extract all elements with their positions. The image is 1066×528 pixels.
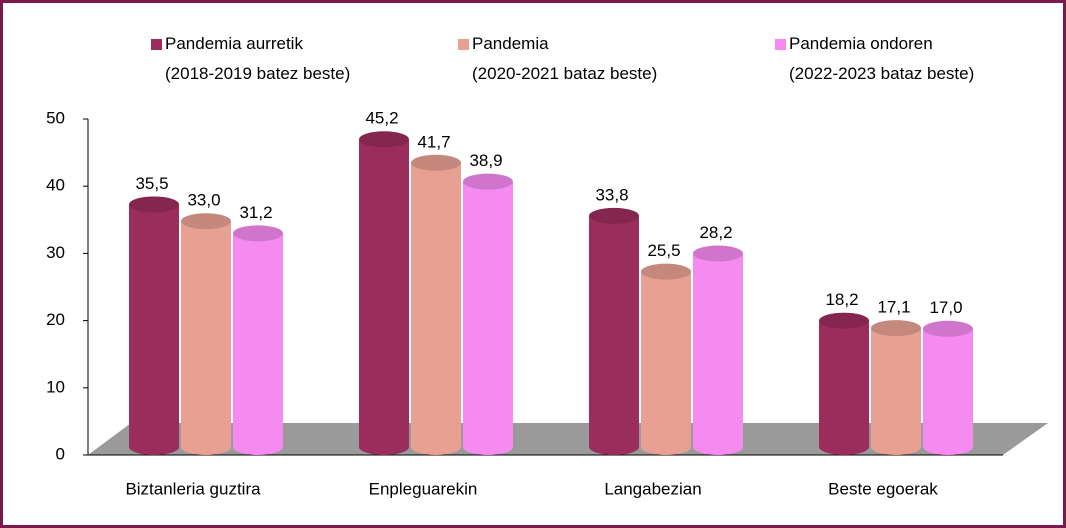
bar — [819, 320, 869, 447]
bar-top — [463, 173, 513, 190]
bar-top — [693, 245, 743, 262]
bar-top — [819, 312, 869, 329]
bar — [411, 162, 461, 447]
bar — [923, 328, 973, 447]
legend-swatch — [775, 39, 786, 50]
value-label: 45,2 — [365, 109, 398, 128]
legend-entry: Pandemia ondoren (2022-2023 bataz beste) — [775, 29, 974, 89]
x-tick-label: Enpleguarekin — [369, 479, 478, 498]
x-tick-label: Biztanleria guztira — [125, 479, 261, 498]
bar-base — [233, 439, 283, 455]
bar-top — [923, 320, 973, 337]
bar-top — [359, 131, 409, 148]
bar-base — [641, 439, 691, 455]
plot: 0 10 20 30 40 50 Biztanleria guztira 35,5 33,0 31… — [46, 108, 1048, 498]
bar — [233, 233, 283, 447]
floor — [88, 423, 1048, 455]
bar-base — [129, 439, 179, 455]
y-tick-label: 40 — [46, 176, 65, 195]
bar-base — [589, 439, 639, 455]
bar-top — [871, 320, 921, 337]
bar-top — [641, 263, 691, 280]
bar — [693, 253, 743, 447]
value-label: 38,9 — [469, 151, 502, 170]
value-label: 31,2 — [239, 203, 272, 222]
legend-swatch — [151, 39, 162, 50]
bar — [359, 139, 409, 448]
value-label: 33,0 — [187, 191, 220, 210]
value-label: 17,1 — [877, 298, 910, 317]
value-label: 35,5 — [135, 174, 168, 193]
bar-top — [411, 154, 461, 171]
bar-top — [233, 225, 283, 242]
bar — [129, 204, 179, 447]
bar — [181, 221, 231, 447]
legend-swatch — [458, 39, 469, 50]
bar-base — [411, 439, 461, 455]
legend-label: Pandemia aurretik (2018-2019 batez beste… — [165, 34, 351, 83]
legend-label: Pandemia ondoren (2022-2023 bataz beste) — [789, 34, 975, 83]
bar-base — [819, 439, 869, 455]
bar-base — [871, 439, 921, 455]
value-label: 18,2 — [825, 290, 858, 309]
bar-base — [923, 439, 973, 455]
legend-label: Pandemia (2020-2021 bataz beste) — [472, 34, 658, 83]
x-tick-label: Langabezian — [604, 479, 701, 498]
bar-base — [181, 439, 231, 455]
value-label: 17,0 — [929, 298, 962, 317]
bar-base — [693, 439, 743, 455]
value-label: 25,5 — [647, 241, 680, 260]
bar-base — [359, 439, 409, 455]
bar — [641, 271, 691, 447]
bar-top — [589, 207, 639, 224]
bar-top — [181, 213, 231, 230]
bar — [589, 215, 639, 447]
y-tick-label: 20 — [46, 310, 65, 329]
legend-entry: Pandemia aurretik (2018-2019 batez beste… — [151, 29, 350, 89]
x-tick-label: Beste egoerak — [828, 479, 938, 498]
value-label: 28,2 — [699, 223, 732, 242]
y-tick-label: 10 — [46, 377, 65, 396]
value-label: 33,8 — [595, 185, 628, 204]
value-label: 41,7 — [417, 132, 450, 151]
bar-base — [463, 439, 513, 455]
bar — [871, 328, 921, 447]
y-tick-label: 50 — [46, 108, 65, 127]
bar-top — [129, 196, 179, 213]
y-tick-label: 30 — [46, 243, 65, 262]
bar — [463, 181, 513, 448]
y-tick-label: 0 — [56, 444, 65, 463]
legend-entry: Pandemia (2020-2021 bataz beste) — [458, 29, 657, 89]
